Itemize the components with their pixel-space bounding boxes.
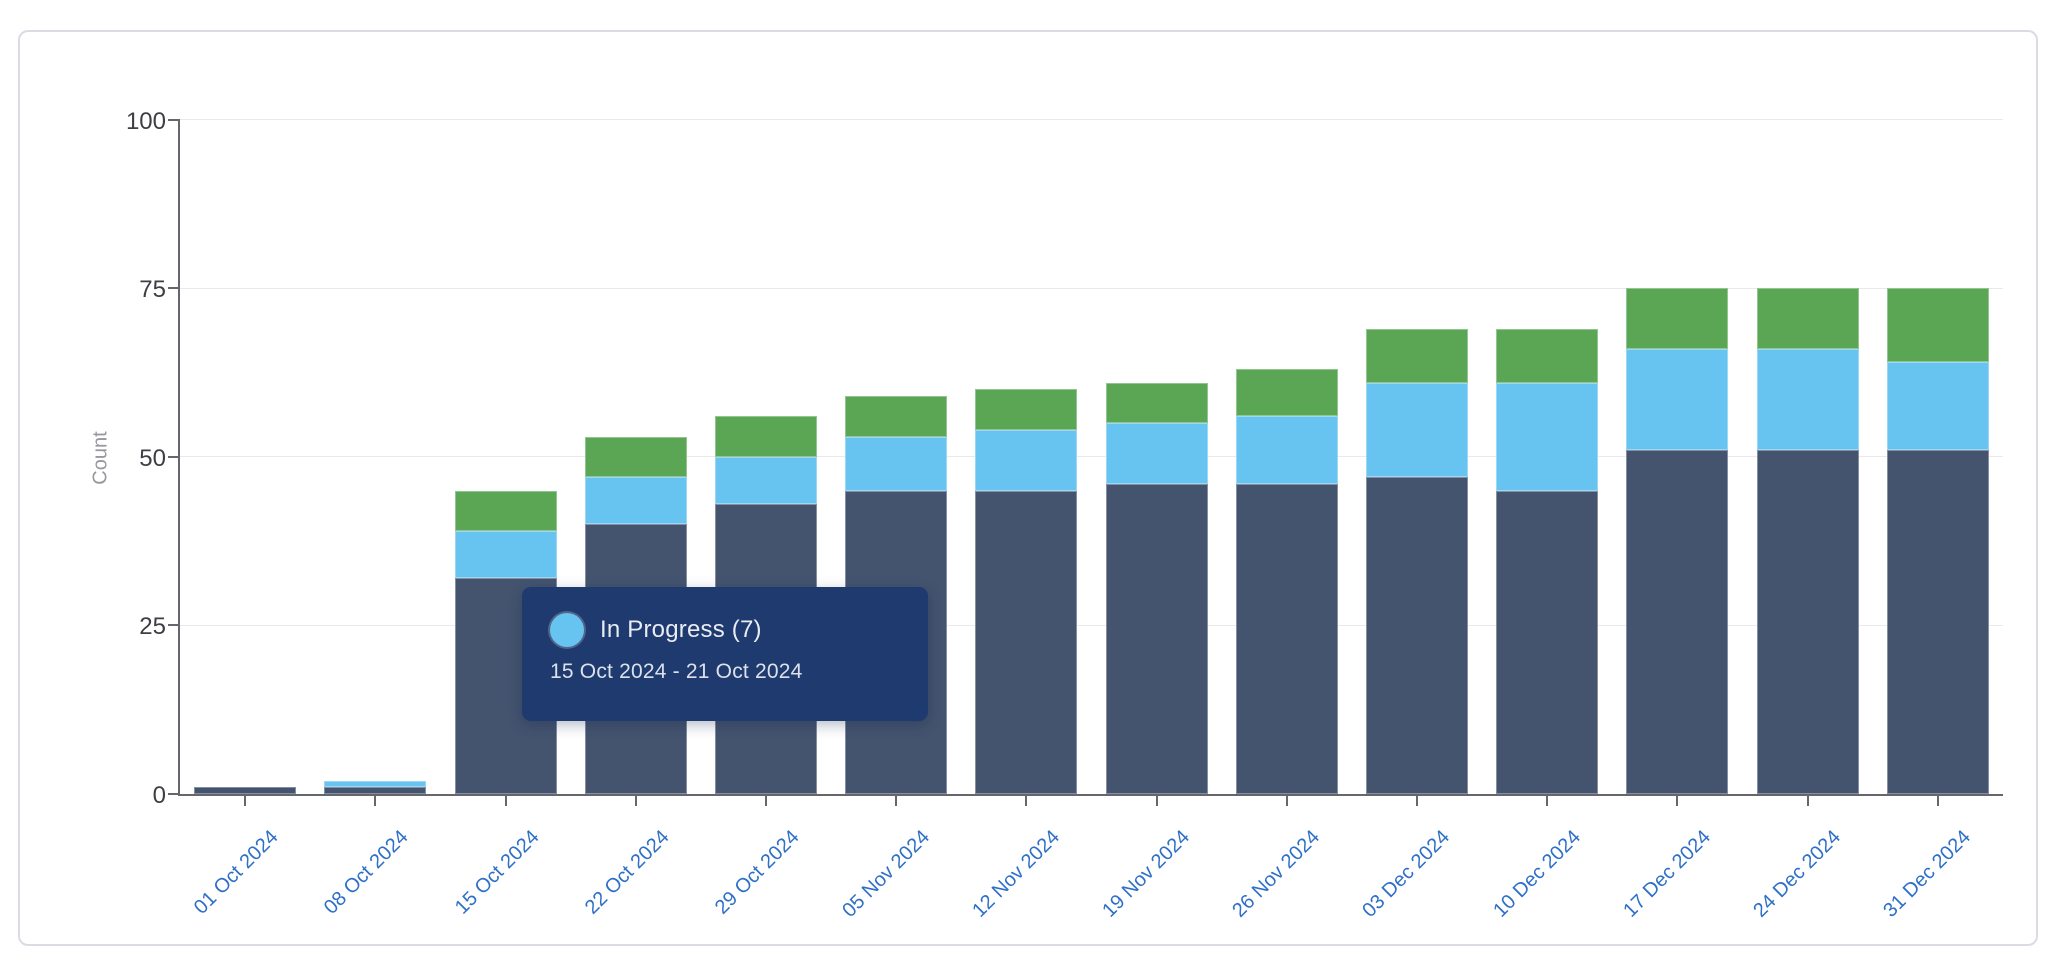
bar-segment-middle-blue[interactable] xyxy=(845,436,948,491)
bar-segment-middle-blue[interactable] xyxy=(454,530,557,579)
bar-group xyxy=(1105,0,1208,794)
bar-segment-top-green[interactable] xyxy=(1626,288,1729,349)
x-axis-tick-label: 26 Nov 2024 xyxy=(1228,826,1325,922)
bar-segment-middle-blue[interactable] xyxy=(1235,416,1338,484)
x-axis-tick xyxy=(504,796,507,806)
bar-segment-top-green[interactable] xyxy=(975,389,1078,430)
x-axis-tick-label: 01 Oct 2024 xyxy=(190,826,283,919)
bar-group xyxy=(1235,0,1338,794)
tooltip-header-row: In Progress (7) xyxy=(550,613,900,647)
x-axis-tick-label: 10 Dec 2024 xyxy=(1488,826,1585,922)
x-axis-tick xyxy=(244,796,247,806)
y-axis-tick-label: 50 xyxy=(139,444,166,472)
bar-segment-bottom-navy[interactable] xyxy=(1365,477,1468,794)
x-axis-tick xyxy=(1546,796,1549,806)
y-axis-tick xyxy=(168,624,180,627)
bar-segment-middle-blue[interactable] xyxy=(714,456,817,504)
bar-segment-middle-blue[interactable] xyxy=(1105,423,1208,484)
x-axis-tick-label: 19 Nov 2024 xyxy=(1098,826,1195,922)
bar-segment-top-green[interactable] xyxy=(1365,328,1468,383)
bar-segment-bottom-navy[interactable] xyxy=(1626,450,1729,794)
x-axis-tick xyxy=(895,796,898,806)
gridline xyxy=(180,624,2003,626)
bar-segment-bottom-navy[interactable] xyxy=(1105,483,1208,794)
bar-segment-middle-blue[interactable] xyxy=(1626,348,1729,451)
bar-segment-bottom-navy[interactable] xyxy=(1756,450,1859,794)
bar-segment-bottom-navy[interactable] xyxy=(324,787,427,794)
x-axis-tick xyxy=(1415,796,1418,806)
x-axis-tick-label: 08 Oct 2024 xyxy=(320,826,413,919)
x-axis-tick xyxy=(1676,796,1679,806)
bar-segment-top-green[interactable] xyxy=(1496,328,1599,383)
bar-segment-top-green[interactable] xyxy=(1886,288,1989,363)
tooltip-date-range: 15 Oct 2024 - 21 Oct 2024 xyxy=(550,660,803,683)
bar-segment-top-green[interactable] xyxy=(454,490,557,531)
bar-segment-middle-blue[interactable] xyxy=(1756,348,1859,451)
bar-segment-bottom-navy[interactable] xyxy=(1886,450,1989,794)
y-axis-tick xyxy=(168,793,180,795)
x-axis-tick-label: 12 Nov 2024 xyxy=(968,826,1064,922)
bar-segment-middle-blue[interactable] xyxy=(1365,382,1468,478)
x-axis-tick-label: 31 Dec 2024 xyxy=(1879,826,1976,922)
bar-segment-bottom-navy[interactable] xyxy=(194,787,297,794)
x-axis-tick-label: 29 Oct 2024 xyxy=(710,826,804,919)
x-axis-tick-label: 22 Oct 2024 xyxy=(580,826,674,919)
bar-segment-middle-blue[interactable] xyxy=(324,780,427,788)
chart-tooltip: In Progress (7) 15 Oct 2024 - 21 Oct 202… xyxy=(522,587,928,721)
gridline xyxy=(180,456,2003,458)
x-axis-tick-label: 05 Nov 2024 xyxy=(837,826,934,922)
y-axis-tick-label: 0 xyxy=(152,782,166,809)
x-axis-tick xyxy=(1806,796,1809,806)
series-marker-icon xyxy=(550,613,584,647)
x-axis-tick xyxy=(374,796,377,806)
x-axis-tick-label: 17 Dec 2024 xyxy=(1619,826,1715,922)
x-axis-tick xyxy=(1155,796,1158,806)
bar-segment-top-green[interactable] xyxy=(845,396,948,437)
bar-group xyxy=(324,0,427,794)
bar-segment-middle-blue[interactable] xyxy=(1496,382,1599,491)
x-axis-tick xyxy=(1285,796,1288,806)
x-axis-tick xyxy=(1025,796,1028,806)
bar-group xyxy=(1756,0,1859,794)
x-axis-tick-label: 24 Dec 2024 xyxy=(1749,826,1846,922)
y-axis-tick-label: 25 xyxy=(139,613,166,641)
bar-group xyxy=(975,0,1078,794)
tooltip-series-label: In Progress (7) xyxy=(600,616,762,643)
bar-group xyxy=(1365,0,1468,794)
y-axis-tick xyxy=(168,118,180,121)
y-axis-line xyxy=(178,118,180,796)
x-axis-tick xyxy=(634,796,637,806)
x-axis-tick xyxy=(1936,796,1939,806)
bar-segment-top-green[interactable] xyxy=(1235,369,1338,417)
bar-group xyxy=(1626,0,1729,794)
bar-group xyxy=(1886,0,1989,794)
bar-segment-middle-blue[interactable] xyxy=(975,429,1078,491)
bar-segment-bottom-navy[interactable] xyxy=(1235,483,1338,794)
bar-segment-top-green[interactable] xyxy=(1105,382,1208,424)
bar-segment-top-green[interactable] xyxy=(584,436,687,478)
x-axis-line xyxy=(178,794,2003,796)
bar-segment-bottom-navy[interactable] xyxy=(1496,490,1599,794)
gridline xyxy=(180,119,2003,121)
bar-segment-top-green[interactable] xyxy=(714,416,817,457)
bar-segment-bottom-navy[interactable] xyxy=(975,490,1078,794)
x-axis-tick-label: 15 Oct 2024 xyxy=(450,826,544,919)
bar-group xyxy=(1496,0,1599,794)
x-axis-tick xyxy=(764,796,767,806)
y-axis-tick xyxy=(168,455,180,458)
x-axis-tick-label: 03 Dec 2024 xyxy=(1358,826,1455,922)
bar-segment-middle-blue[interactable] xyxy=(1886,362,1989,451)
gridline xyxy=(180,287,2003,289)
bar-group xyxy=(194,0,297,794)
bar-segment-middle-blue[interactable] xyxy=(584,477,687,525)
y-axis-tick-label: 75 xyxy=(139,276,166,304)
y-axis-tick xyxy=(168,287,180,290)
y-axis-tick-label: 100 xyxy=(125,107,166,135)
bar-segment-top-green[interactable] xyxy=(1756,288,1859,349)
